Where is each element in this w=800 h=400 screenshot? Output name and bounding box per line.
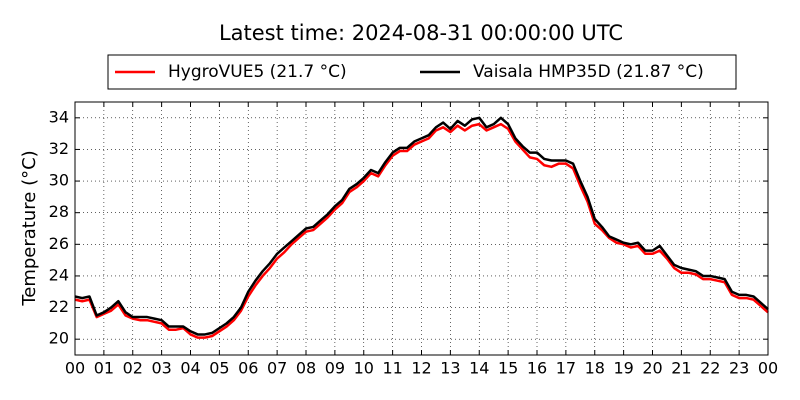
x-tick-label: 20 [642, 359, 662, 378]
y-tick-label: 28 [49, 202, 69, 221]
x-tick-label: 17 [556, 359, 576, 378]
x-tick-label: 05 [209, 359, 229, 378]
x-tick-label: 00 [758, 359, 778, 378]
y-tick-label: 30 [49, 171, 69, 190]
y-tick-label: 24 [49, 265, 69, 284]
x-tick-label: 15 [498, 359, 518, 378]
x-tick-label: 21 [671, 359, 691, 378]
x-tick-label: 12 [411, 359, 431, 378]
x-tick-label: 16 [527, 359, 547, 378]
x-tick-label: 09 [325, 359, 345, 378]
x-tick-label: 06 [238, 359, 258, 378]
series-line [74, 116, 769, 336]
plot-frame [74, 101, 769, 356]
x-tick-label: 11 [382, 359, 402, 378]
x-tick-label: 01 [94, 359, 114, 378]
x-tick-label: 14 [469, 359, 489, 378]
x-tick-label: 22 [700, 359, 720, 378]
legend-label: HygroVUE5 (21.7 °C) [168, 62, 347, 82]
x-tick-label: 19 [613, 359, 633, 378]
x-tick-label: 23 [729, 359, 749, 378]
x-tick-label: 03 [151, 359, 171, 378]
y-tick-label: 26 [49, 234, 69, 253]
y-tick-label: 20 [49, 329, 69, 348]
x-tick-label: 07 [267, 359, 287, 378]
x-tick-label: 13 [440, 359, 460, 378]
chart-title: Latest time: 2024-08-31 00:00:00 UTC [219, 21, 623, 45]
y-axis-label: Temperature (°C) [19, 150, 40, 306]
series-line [74, 122, 769, 339]
x-tick-label: 10 [354, 359, 374, 378]
x-tick-label: 02 [123, 359, 143, 378]
x-tick-label: 00 [65, 359, 85, 378]
x-tick-label: 08 [296, 359, 316, 378]
x-tick-label: 18 [585, 359, 605, 378]
y-tick-label: 34 [49, 107, 69, 126]
legend-label: Vaisala HMP35D (21.87 °C) [473, 62, 704, 82]
x-tick-label: 04 [180, 359, 200, 378]
y-tick-label: 32 [49, 139, 69, 158]
y-tick-label: 22 [49, 297, 69, 316]
